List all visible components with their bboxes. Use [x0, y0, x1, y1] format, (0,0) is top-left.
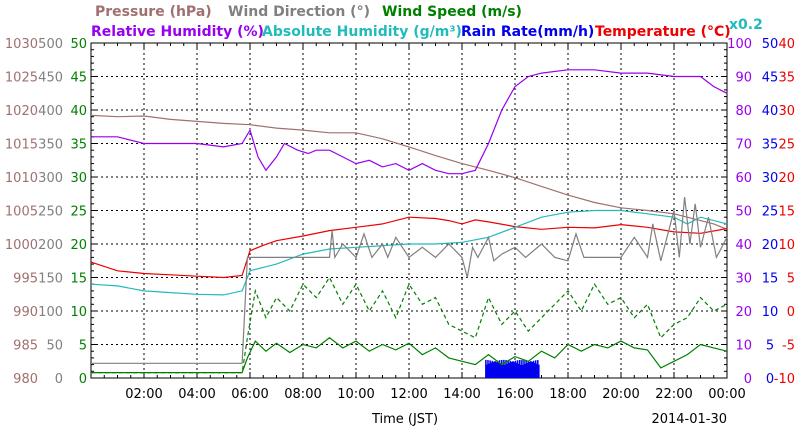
- y-tick-label-pressure: 1005: [5, 205, 38, 220]
- y-tick-label-rh: 50: [735, 205, 752, 220]
- y-tick-label-rh: 20: [735, 305, 752, 320]
- legend-wind-direction: Wind Direction (°): [228, 4, 370, 20]
- x-tick-label: 02:00: [125, 387, 162, 402]
- x-tick-label: 12:00: [390, 387, 427, 402]
- series-line-wind-gust: [91, 276, 728, 374]
- series-line-wind-speed: [91, 337, 728, 374]
- legend-ah-scale: x0.2: [729, 17, 763, 33]
- y-tick-label-wind-dir: 0: [55, 372, 63, 387]
- y-tick-label-wind-dir: 400: [38, 104, 63, 119]
- series-line-rh: [91, 69, 728, 175]
- y-tick-label-rain: 15: [762, 272, 779, 287]
- y-tick-label-pressure: 1015: [5, 138, 38, 153]
- y-tick-label-wind-dir: 50: [46, 339, 63, 354]
- y-tick-label-wind-speed: 0: [79, 372, 87, 387]
- y-tick-label-temp: 35: [778, 71, 795, 86]
- legend-pressure: Pressure (hPa): [95, 4, 212, 20]
- y-tick-label-wind-speed: 40: [70, 104, 87, 119]
- y-tick-label-rh: 90: [735, 71, 752, 86]
- legend-rain-rate: Rain Rate(mm/h): [461, 24, 594, 40]
- y-tick-label-wind-speed: 35: [70, 138, 87, 153]
- y-tick-label-rain: 5: [766, 339, 774, 354]
- x-tick-label: 00:00: [708, 387, 745, 402]
- y-tick-label-temp: 20: [778, 171, 795, 186]
- x-tick-label: 10:00: [337, 387, 374, 402]
- y-tick-label-pressure: 995: [13, 272, 38, 287]
- y-tick-label-temp: -5: [782, 339, 795, 354]
- x-tick-label: 14:00: [443, 387, 480, 402]
- y-tick-label-temp: -10: [774, 372, 795, 387]
- y-tick-label-rain: 0: [766, 372, 774, 387]
- y-tick-label-rh: 70: [735, 138, 752, 153]
- x-tick-label: 20:00: [602, 387, 639, 402]
- y-tick-label-wind-speed: 5: [79, 339, 87, 354]
- y-tick-label-wind-speed: 10: [70, 305, 87, 320]
- y-tick-label-temp: 25: [778, 138, 795, 153]
- y-tick-label-rain: 45: [762, 71, 779, 86]
- x-axis-label: Time (JST): [371, 412, 438, 427]
- y-tick-label-wind-speed: 50: [70, 37, 87, 52]
- x-tick-label: 08:00: [284, 387, 321, 402]
- y-tick-label-temp: 0: [787, 305, 795, 320]
- y-tick-label-wind-dir: 250: [38, 205, 63, 220]
- y-tick-label-rh: 0: [744, 372, 752, 387]
- y-tick-label-pressure: 980: [13, 372, 38, 387]
- y-tick-label-wind-dir: 500: [38, 37, 63, 52]
- y-tick-label-wind-speed: 25: [70, 205, 87, 220]
- y-tick-label-rh: 40: [735, 238, 752, 253]
- y-tick-label-wind-dir: 300: [38, 171, 63, 186]
- y-tick-label-wind-speed: 30: [70, 171, 87, 186]
- y-tick-label-temp: 5: [787, 272, 795, 287]
- y-tick-label-temp: 30: [778, 104, 795, 119]
- y-tick-label-pressure: 1030: [5, 37, 38, 52]
- legend: Pressure (hPa) Wind Direction (°) Wind S…: [91, 4, 763, 40]
- x-tick-label: 22:00: [655, 387, 692, 402]
- series-line-temp: [90, 216, 728, 279]
- x-tick-label: 04:00: [178, 387, 215, 402]
- y-tick-label-rh: 10: [735, 339, 752, 354]
- x-tick-label: 06:00: [231, 387, 268, 402]
- y-tick-label-pressure: 1025: [5, 71, 38, 86]
- y-tick-label-wind-speed: 45: [70, 71, 87, 86]
- y-tick-label-pressure: 1020: [5, 104, 38, 119]
- x-tick-label: 18:00: [549, 387, 586, 402]
- y-tick-label-rain: 10: [762, 305, 779, 320]
- y-tick-label-wind-dir: 100: [38, 305, 63, 320]
- x-tick-label: 16:00: [496, 387, 533, 402]
- axes-layer: 02:00 04:00 06:00 08:00 10:00 12:00 14:00 16:00…: [5, 37, 795, 402]
- y-tick-label-temp: 15: [778, 205, 795, 220]
- y-tick-label-pressure: 1010: [5, 171, 38, 186]
- y-tick-label-rain: 50: [762, 37, 779, 52]
- y-tick-label-wind-speed: 20: [70, 238, 87, 253]
- series-line-pressure: [90, 114, 728, 230]
- y-tick-label-rain: 30: [762, 171, 779, 186]
- y-tick-label-pressure: 985: [13, 339, 38, 354]
- chart-date: 2014-01-30: [651, 412, 727, 427]
- y-tick-label-rh: 80: [735, 104, 752, 119]
- y-tick-label-rain: 40: [762, 104, 779, 119]
- series-line-wind-dir: [91, 197, 728, 364]
- y-tick-label-wind-dir: 450: [38, 71, 63, 86]
- y-tick-label-temp: 10: [778, 238, 795, 253]
- y-tick-label-rain: 20: [762, 238, 779, 253]
- y-tick-label-rain: 25: [762, 205, 779, 220]
- y-tick-label-rh: 100: [727, 37, 752, 52]
- legend-temperature: Temperature (°C): [595, 24, 731, 40]
- y-tick-label-rain: 35: [762, 138, 779, 153]
- y-tick-label-wind-dir: 200: [38, 238, 63, 253]
- y-tick-label-rh: 30: [735, 272, 752, 287]
- series-layer: [90, 69, 728, 378]
- y-tick-label-pressure: 1000: [5, 238, 38, 253]
- y-tick-label-temp: 40: [778, 37, 795, 52]
- legend-relative-humidity: Relative Humidity (%): [91, 24, 264, 40]
- legend-wind-speed: Wind Speed (m/s): [382, 4, 522, 20]
- y-tick-label-wind-dir: 350: [38, 138, 63, 153]
- y-tick-label-rh: 60: [735, 171, 752, 186]
- series-line-ah: [90, 209, 728, 296]
- y-tick-label-pressure: 990: [13, 305, 38, 320]
- y-tick-label-wind-speed: 15: [70, 272, 87, 287]
- y-tick-label-wind-dir: 150: [38, 272, 63, 287]
- legend-absolute-humidity: Absolute Humidity (g/m³): [262, 24, 462, 40]
